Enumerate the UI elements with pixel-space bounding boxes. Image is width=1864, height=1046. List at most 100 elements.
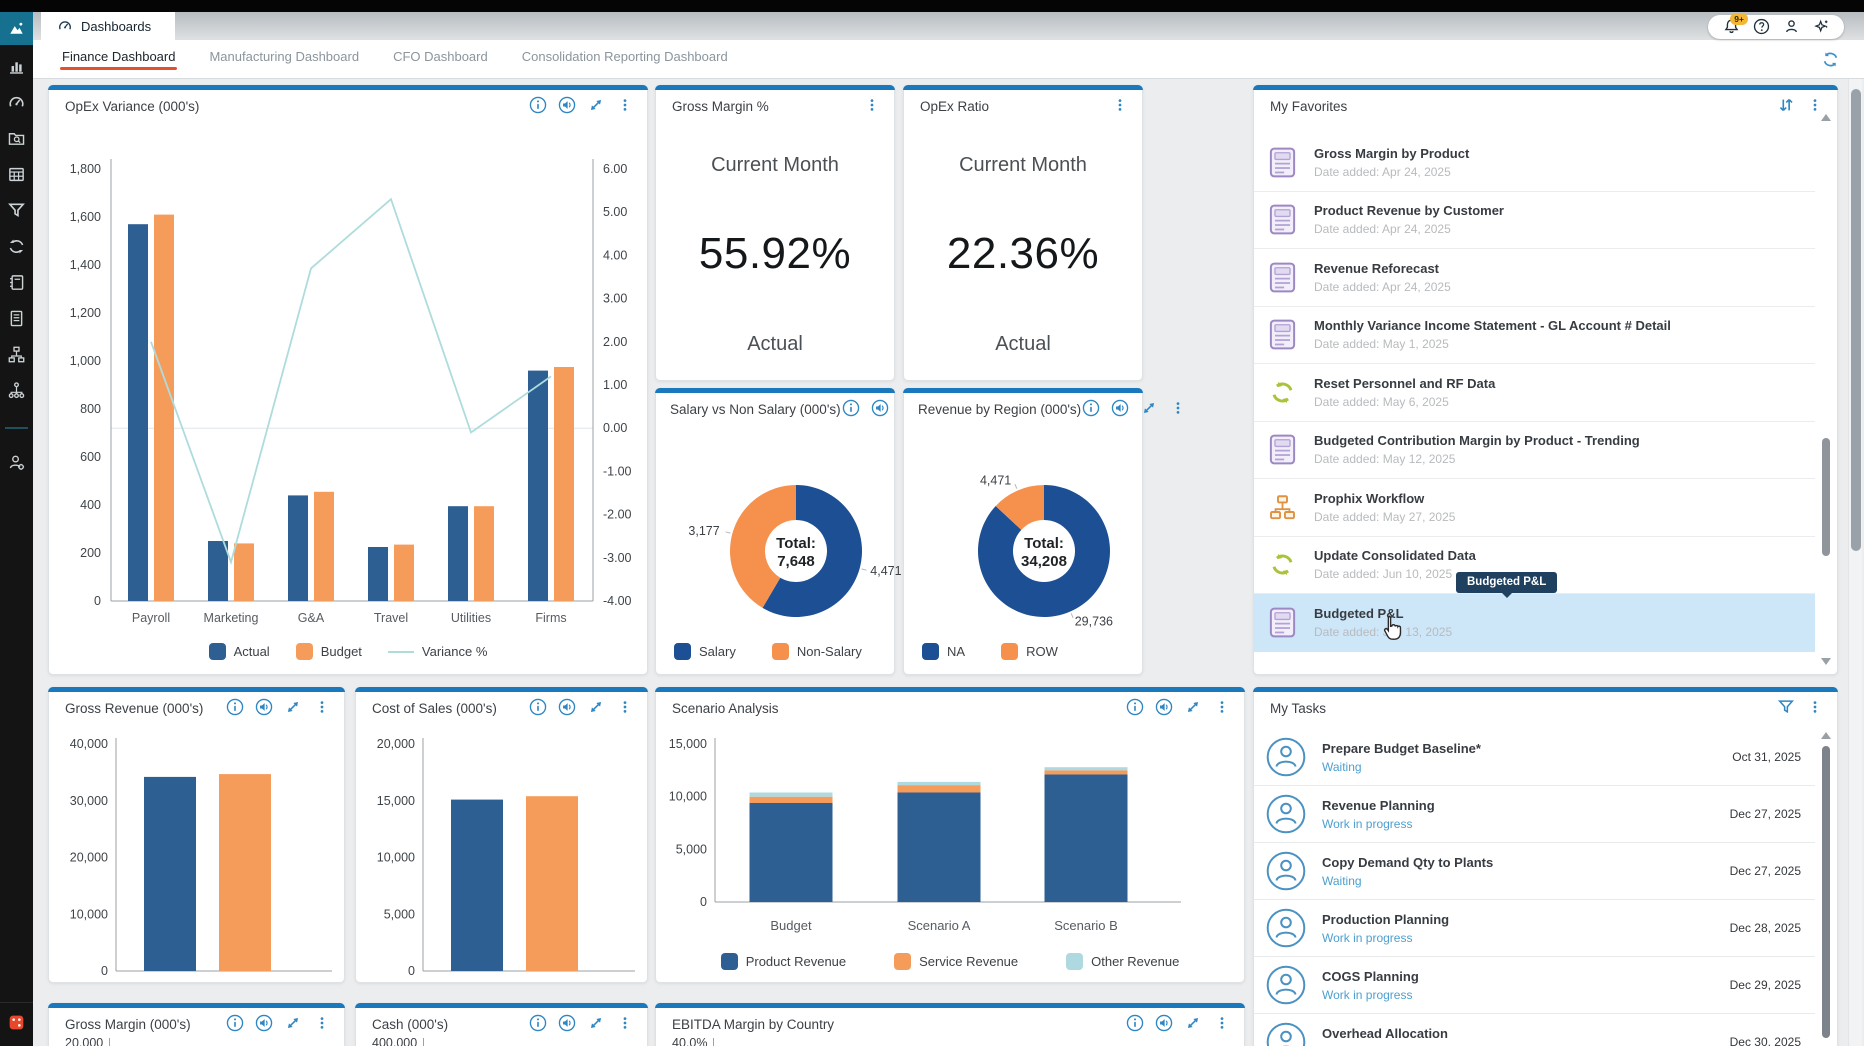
page-scrollbar[interactable] [1848,79,1862,1046]
sidebar-divider [5,427,28,429]
sidebar-item-hierarchy[interactable] [0,372,33,408]
panel-title: Gross Revenue (000's) [65,700,204,716]
sidebar-item-filters[interactable] [0,192,33,228]
prophix-logo[interactable] [0,12,33,45]
expand-icon[interactable] [283,1014,303,1034]
favorite-item[interactable]: Product Revenue by Customer Date added: A… [1254,192,1815,249]
favorite-item[interactable]: Reset Personnel and RF Data Date added: M… [1254,364,1815,422]
narration-icon[interactable] [254,698,274,718]
panel-gross-margin-000: Gross Margin (000's) 20,000 [48,1003,345,1046]
gross-revenue-chart: 40,000 30,000 20,000 10,000 0 [49,728,346,980]
sidebar-item-documents[interactable] [0,300,33,336]
expand-icon[interactable] [1139,399,1159,419]
favorite-item[interactable]: Budgeted P&L Date added: Jun 13, 2025 [1254,594,1815,652]
favorite-item[interactable]: Gross Margin by Product Date added: Apr 2… [1254,134,1815,192]
notifications-button[interactable]: 9+ [1722,13,1748,36]
favorite-item[interactable]: Budgeted Contribution Margin by Product … [1254,422,1815,479]
tasks-list: Prepare Budget Baseline* Waiting Oct 31, 2… [1254,729,1815,1046]
kebab-menu-icon[interactable] [862,96,882,116]
refresh-button[interactable] [1820,50,1840,70]
task-item[interactable]: Prepare Budget Baseline* Waiting Oct 31, 2… [1254,729,1815,786]
dashboards-product-tab[interactable]: Dashboards [41,12,176,40]
kebab-menu-icon[interactable] [312,1014,332,1034]
narration-icon[interactable] [1154,1014,1174,1034]
sidebar-item-explore[interactable] [0,120,33,156]
favorite-item[interactable]: Monthly Variance Income Statement - GL A… [1254,307,1815,364]
info-icon[interactable] [528,96,548,116]
favorite-item[interactable]: Update Consolidated Data Date added: Jun … [1254,537,1815,594]
filter-icon[interactable] [1776,698,1796,718]
sidebar-item-processes[interactable] [0,228,33,264]
window-top-strip [0,0,1864,12]
tab-cfo-dashboard[interactable]: CFO Dashboard [393,49,488,64]
info-icon[interactable] [225,1014,245,1034]
task-status: Waiting [1322,873,1362,888]
info-icon[interactable] [841,399,861,419]
sidebar-item-journals[interactable] [0,264,33,300]
sidebar-item-data-grid[interactable] [0,156,33,192]
kebab-menu-icon[interactable] [1212,698,1232,718]
scroll-up-arrow[interactable] [1821,732,1831,739]
task-item[interactable]: Overhead Allocation Work in progress Dec 3… [1254,1014,1815,1046]
favorite-title: Budgeted P&L [1314,605,1404,621]
task-item[interactable]: Production Planning Work in progress Dec 2… [1254,900,1815,957]
tasks-scrollbar[interactable] [1821,688,1831,1046]
task-item[interactable]: Revenue Planning Work in progress Dec 27, … [1254,786,1815,843]
sidebar-item-workflow[interactable] [0,336,33,372]
folder-search-icon [7,129,26,148]
sort-icon[interactable] [1776,96,1796,116]
narration-icon[interactable] [557,698,577,718]
narration-icon[interactable] [557,1014,577,1034]
narration-icon[interactable] [1154,698,1174,718]
whats-new-button[interactable] [1812,18,1830,36]
kebab-menu-icon[interactable] [615,1014,635,1034]
expand-icon[interactable] [283,698,303,718]
panel-cash-000: Cash (000's) 400,000 [355,1003,648,1046]
expand-icon[interactable] [586,1014,606,1034]
svg-text:30,000: 30,000 [70,794,108,808]
kebab-menu-icon[interactable] [312,698,332,718]
narration-icon[interactable] [1110,399,1130,419]
expand-icon[interactable] [586,698,606,718]
favorites-list: Gross Margin by Product Date added: Apr 2… [1254,134,1815,652]
info-icon[interactable] [528,1014,548,1034]
expand-icon[interactable] [586,96,606,116]
tab-manufacturing-dashboard[interactable]: Manufacturing Dashboard [209,49,360,64]
info-icon[interactable] [1081,399,1101,419]
scrollbar-thumb[interactable] [1851,89,1861,551]
svg-text:3.00: 3.00 [603,292,627,306]
narration-icon[interactable] [870,399,890,419]
favorite-item[interactable]: Revenue Reforecast Date added: Apr 24, 20… [1254,249,1815,307]
expand-icon[interactable] [1183,698,1203,718]
info-icon[interactable] [1125,698,1145,718]
panel-title: Gross Margin % [672,98,769,114]
tab-finance-dashboard[interactable]: Finance Dashboard [59,45,178,73]
dice-icon [7,1013,26,1032]
favorites-scrollbar[interactable] [1821,86,1831,674]
tab-consolidation-reporting-dashboard[interactable]: Consolidation Reporting Dashboard [521,49,728,64]
kebab-menu-icon[interactable] [1110,96,1130,116]
kebab-menu-icon[interactable] [615,698,635,718]
task-item[interactable]: Copy Demand Qty to Plants Waiting Dec 27, … [1254,843,1815,900]
sidebar-item-user-roles[interactable] [0,444,33,480]
narration-icon[interactable] [557,96,577,116]
sidebar-item-dashboards[interactable] [0,84,33,120]
account-button[interactable] [1782,18,1800,36]
scrollbar-thumb[interactable] [1822,438,1830,556]
sidebar-item-dice[interactable] [0,1002,33,1042]
scroll-down-arrow[interactable] [1821,658,1831,665]
favorite-item[interactable]: Prophix Workflow Date added: May 27, 2025 [1254,479,1815,537]
info-icon[interactable] [528,698,548,718]
info-icon[interactable] [1125,1014,1145,1034]
narration-icon[interactable] [254,1014,274,1034]
task-item[interactable]: COGS Planning Work in progress Dec 29, 202… [1254,957,1815,1014]
kebab-menu-icon[interactable] [615,96,635,116]
expand-icon[interactable] [1183,1014,1203,1034]
sidebar-item-reports[interactable] [0,48,33,84]
scrollbar-thumb[interactable] [1822,746,1830,1038]
kebab-menu-icon[interactable] [1168,399,1188,419]
kebab-menu-icon[interactable] [1212,1014,1232,1034]
scroll-up-arrow[interactable] [1821,114,1831,121]
info-icon[interactable] [225,698,245,718]
help-button[interactable] [1752,18,1770,36]
